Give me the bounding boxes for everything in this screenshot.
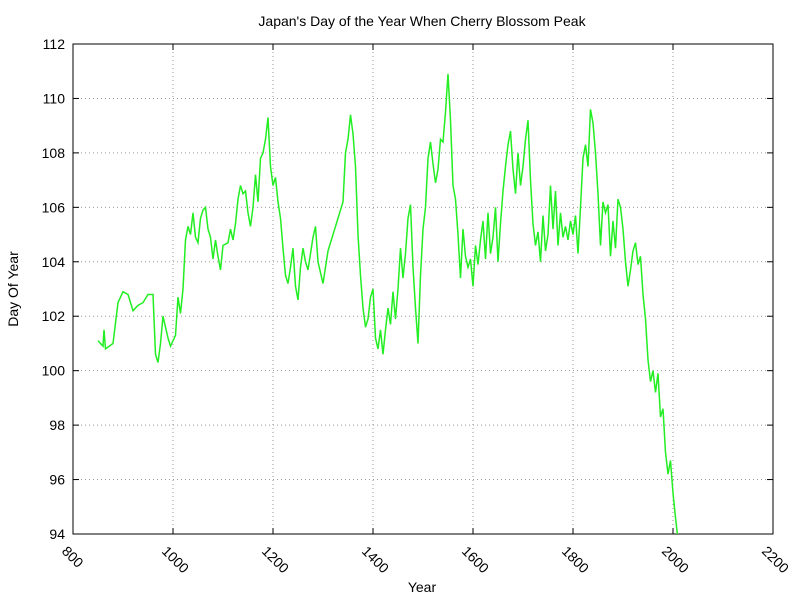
y-tick-label: 106 (42, 199, 66, 215)
y-tick-label: 108 (42, 145, 66, 161)
y-tick-label: 112 (43, 36, 66, 52)
x-axis-label: Year (408, 579, 437, 595)
x-tick-label: 800 (59, 543, 87, 571)
y-tick-label: 98 (49, 417, 65, 433)
x-tick-label: 1400 (359, 543, 392, 576)
x-tick-label: 1800 (559, 543, 592, 576)
y-axis-label: Day Of Year (5, 251, 21, 327)
x-tick-label: 2200 (759, 543, 792, 576)
x-tick-label: 2000 (659, 543, 692, 576)
x-tick-label: 1000 (159, 543, 192, 576)
data-line (97, 73, 679, 534)
y-tick-label: 96 (49, 472, 65, 488)
plot-frame (72, 43, 774, 535)
x-tick-label: 1600 (459, 543, 492, 576)
y-tick-label: 102 (42, 308, 66, 324)
y-tick-label: 100 (42, 363, 66, 379)
y-tick-label: 94 (49, 526, 65, 542)
y-tick-label: 104 (42, 254, 66, 270)
x-tick-label: 1200 (259, 543, 292, 576)
chart-title: Japan's Day of the Year When Cherry Blos… (258, 13, 586, 29)
y-tick-label: 110 (43, 90, 66, 106)
